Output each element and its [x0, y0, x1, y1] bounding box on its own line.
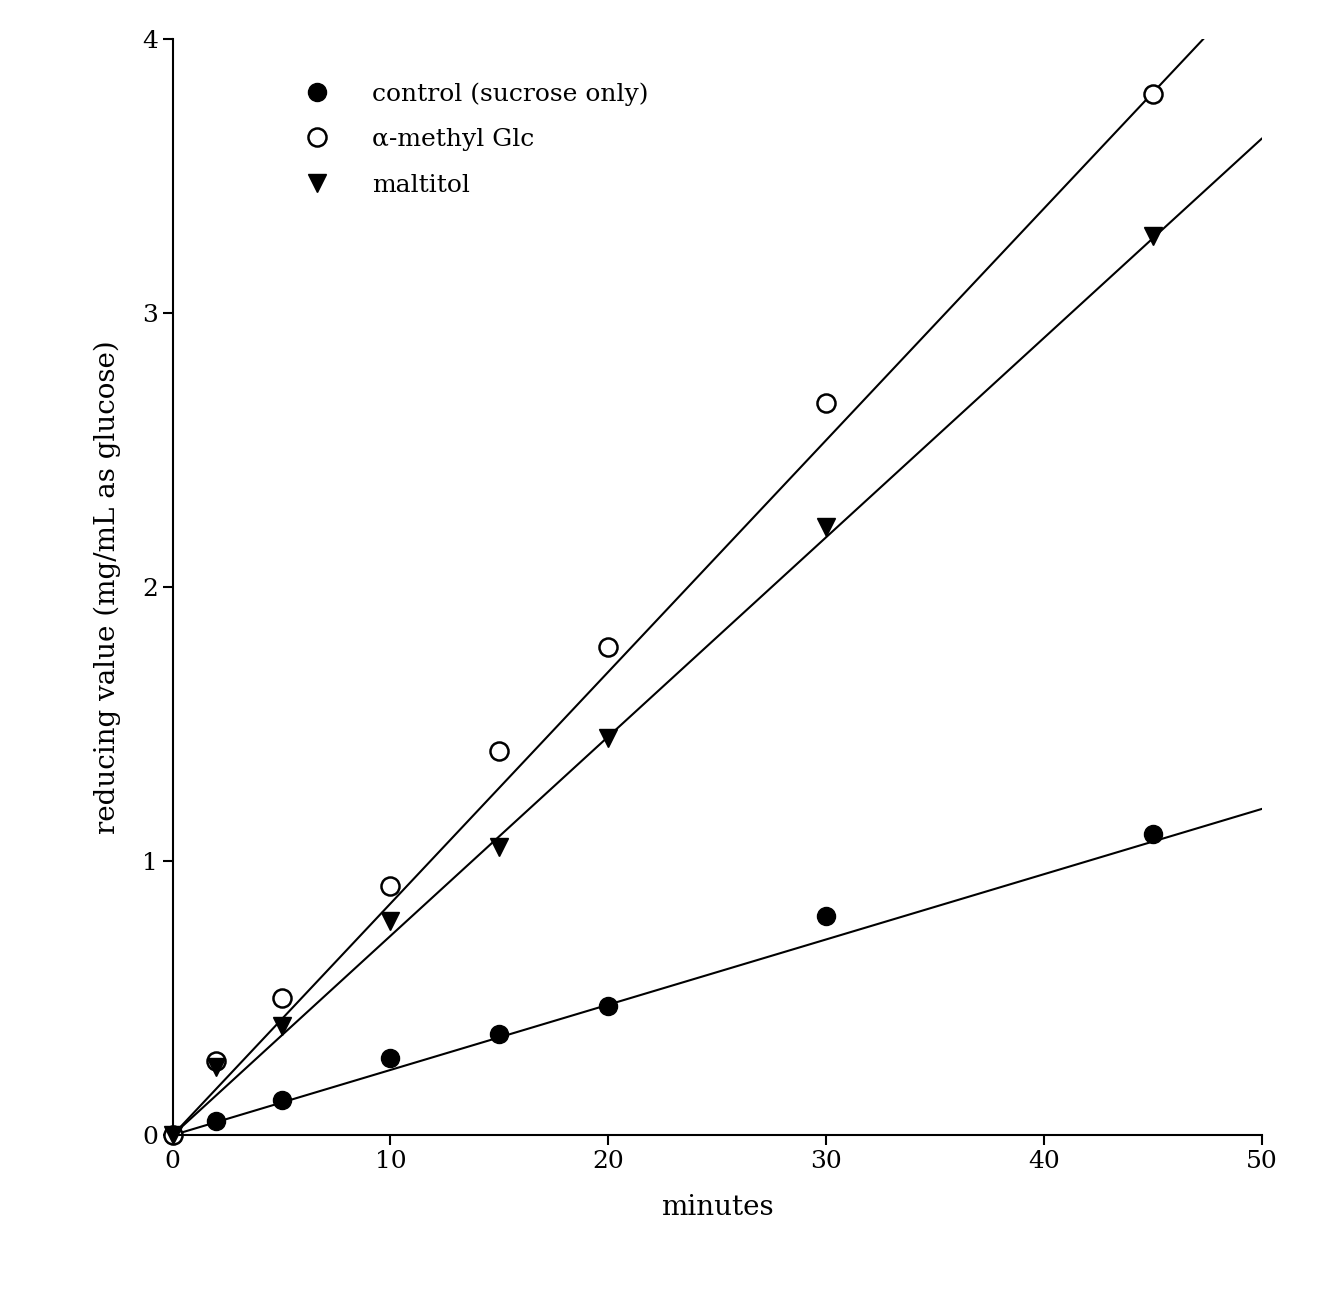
Y-axis label: reducing value (mg/mL as glucose): reducing value (mg/mL as glucose)	[94, 341, 121, 833]
X-axis label: minutes: minutes	[661, 1193, 773, 1220]
Legend: control (sucrose only), α-methyl Glc, maltitol: control (sucrose only), α-methyl Glc, ma…	[272, 62, 669, 217]
